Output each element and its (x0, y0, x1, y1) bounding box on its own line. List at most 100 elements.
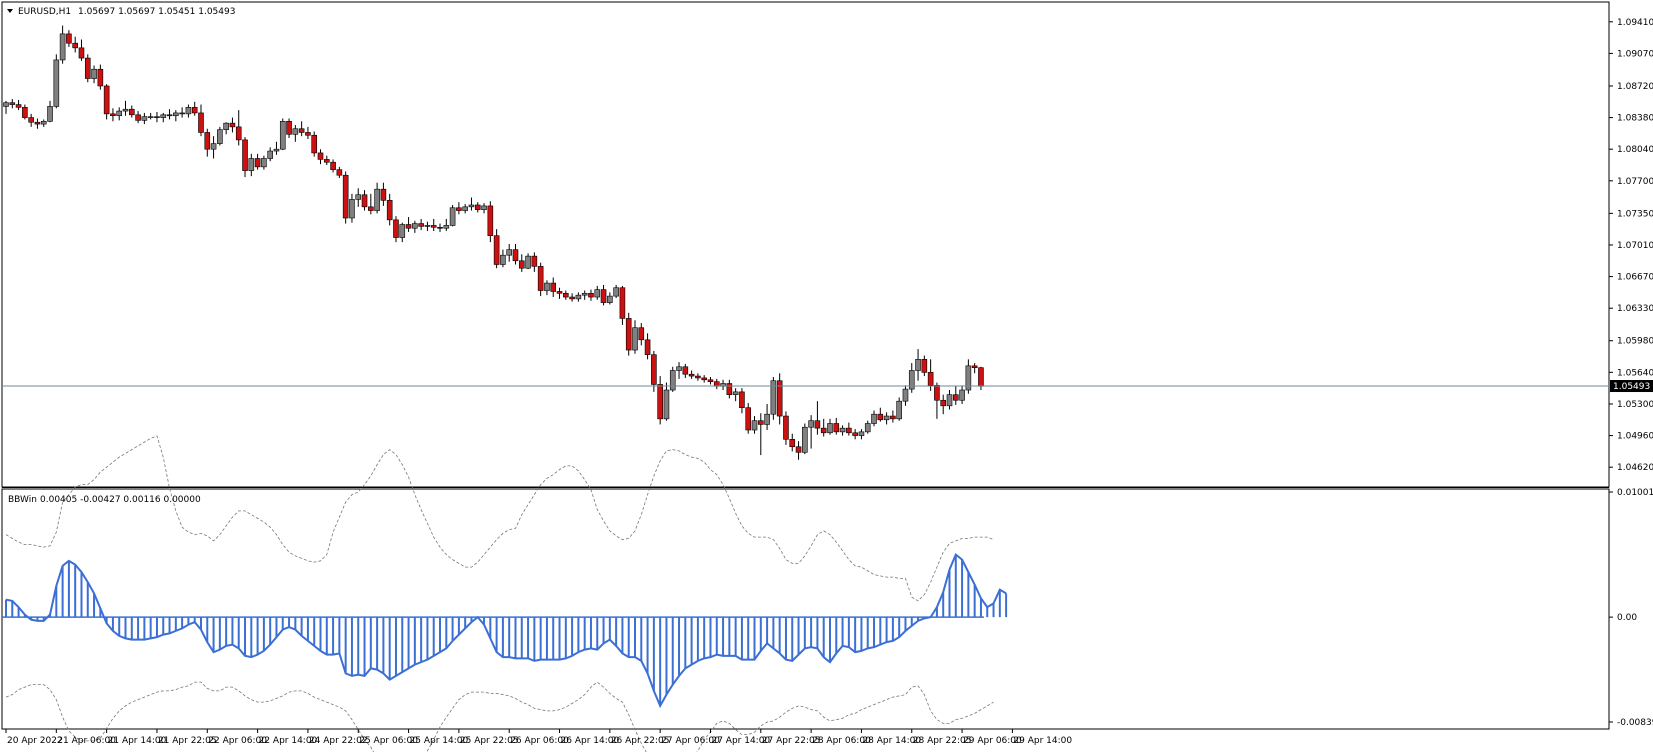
candle (506, 244, 513, 262)
bull-candle-body (663, 389, 670, 420)
candle (846, 422, 852, 436)
price-tick-label: 1.05640 (1617, 368, 1653, 378)
bear-candle-body (531, 255, 538, 267)
candle (757, 413, 764, 456)
candle (701, 375, 707, 383)
candle (15, 99, 22, 111)
price-tick-label: 1.07350 (1617, 209, 1653, 219)
bear-candle-body (229, 122, 236, 128)
price-tick-label: 1.07700 (1617, 177, 1653, 187)
time-tick-label: 26 Apr 22:05 (611, 736, 670, 746)
candle (613, 284, 619, 298)
bull-candle-body (902, 388, 909, 402)
candle (217, 126, 223, 146)
candle (160, 112, 167, 123)
indicator-panel-frame[interactable] (1, 488, 1610, 730)
bear-candle-body (9, 102, 16, 105)
candle (235, 110, 242, 146)
bear-candle-body (254, 158, 261, 168)
candle (474, 202, 481, 213)
candle (91, 65, 97, 84)
candle (770, 377, 777, 420)
dropdown-triangle-icon[interactable] (7, 9, 13, 13)
bear-candle-body (846, 427, 852, 434)
bull-candle-body (575, 294, 582, 300)
bear-candle-body (940, 399, 947, 407)
bull-candle-body (217, 129, 223, 144)
price-panel-frame[interactable] (1, 1, 1610, 488)
bear-candle-body (235, 126, 242, 141)
price-tick-label: 1.09070 (1617, 49, 1653, 59)
bear-candle-body (739, 391, 745, 408)
bear-candle-body (820, 427, 827, 434)
price-tick-label: 1.06670 (1617, 273, 1653, 283)
candle (883, 412, 890, 425)
candle (915, 349, 921, 381)
time-tick-label: 27 Apr 22:05 (762, 736, 821, 746)
bull-candle-body (676, 366, 682, 371)
bear-candle-body (84, 57, 91, 79)
bear-candle-body (179, 112, 185, 115)
candle (154, 112, 160, 123)
price-plot-area (3, 25, 984, 460)
candle (267, 147, 273, 162)
bear-candle-body (317, 152, 324, 160)
candle (22, 104, 28, 120)
price-tick-label: 1.04620 (1617, 463, 1653, 473)
bear-candle-body (550, 282, 557, 292)
time-tick-label: 26 Apr 06:00 (510, 736, 569, 746)
time-tick-label: 24 Apr 22:02 (309, 736, 368, 746)
indicator-axis: 0.01001 0.00 -0.00839 (1609, 488, 1653, 728)
bear-candle-body (877, 413, 884, 421)
price-tick-label: 1.09410 (1617, 18, 1653, 28)
bear-candle-body (34, 121, 41, 125)
bull-candle-body (915, 359, 921, 371)
bear-candle-body (776, 380, 783, 417)
time-tick-label: 28 Apr 14:00 (862, 736, 921, 746)
bull-candle-body (732, 391, 739, 395)
bear-candle-body (386, 200, 393, 221)
bear-candle-body (600, 289, 607, 303)
candle (292, 125, 299, 142)
bear-candle-body (934, 385, 940, 401)
candle (959, 385, 965, 404)
candle (871, 410, 877, 427)
candle (412, 220, 418, 233)
candle (858, 429, 865, 440)
candle (695, 373, 701, 381)
bull-candle-body (858, 431, 865, 436)
bull-candle-body (613, 287, 619, 297)
candle (525, 253, 531, 270)
bear-candle-body (166, 114, 173, 117)
candle (28, 113, 34, 127)
bear-candle-body (638, 327, 645, 341)
bull-candle-body (544, 282, 550, 291)
candle (3, 100, 9, 114)
bull-candle-body (802, 426, 808, 453)
candle (40, 119, 47, 127)
candle (814, 401, 821, 435)
candle (349, 193, 355, 223)
candle (946, 390, 953, 410)
bear-candle-body (651, 354, 657, 385)
candle (644, 333, 651, 360)
price-axis: 1.09410 1.09070 1.08720 1.08380 1.08040 1.077… (1609, 18, 1653, 473)
indicator-name: BBWin (8, 495, 37, 505)
time-tick-label: 22 Apr 06:00 (208, 736, 267, 746)
candle (110, 108, 116, 122)
candle (47, 100, 53, 123)
candle (97, 64, 104, 90)
bear-candle-body (474, 204, 481, 210)
bear-candle-body (695, 375, 701, 379)
bear-candle-body (198, 112, 204, 133)
candle (833, 417, 840, 435)
bull-candle-body (594, 289, 601, 298)
candle (317, 149, 324, 165)
bull-candle-body (349, 199, 355, 219)
candle (563, 290, 569, 300)
candle (141, 112, 148, 125)
bull-candle-body (443, 225, 450, 229)
candle (279, 118, 286, 151)
candle (468, 197, 475, 211)
